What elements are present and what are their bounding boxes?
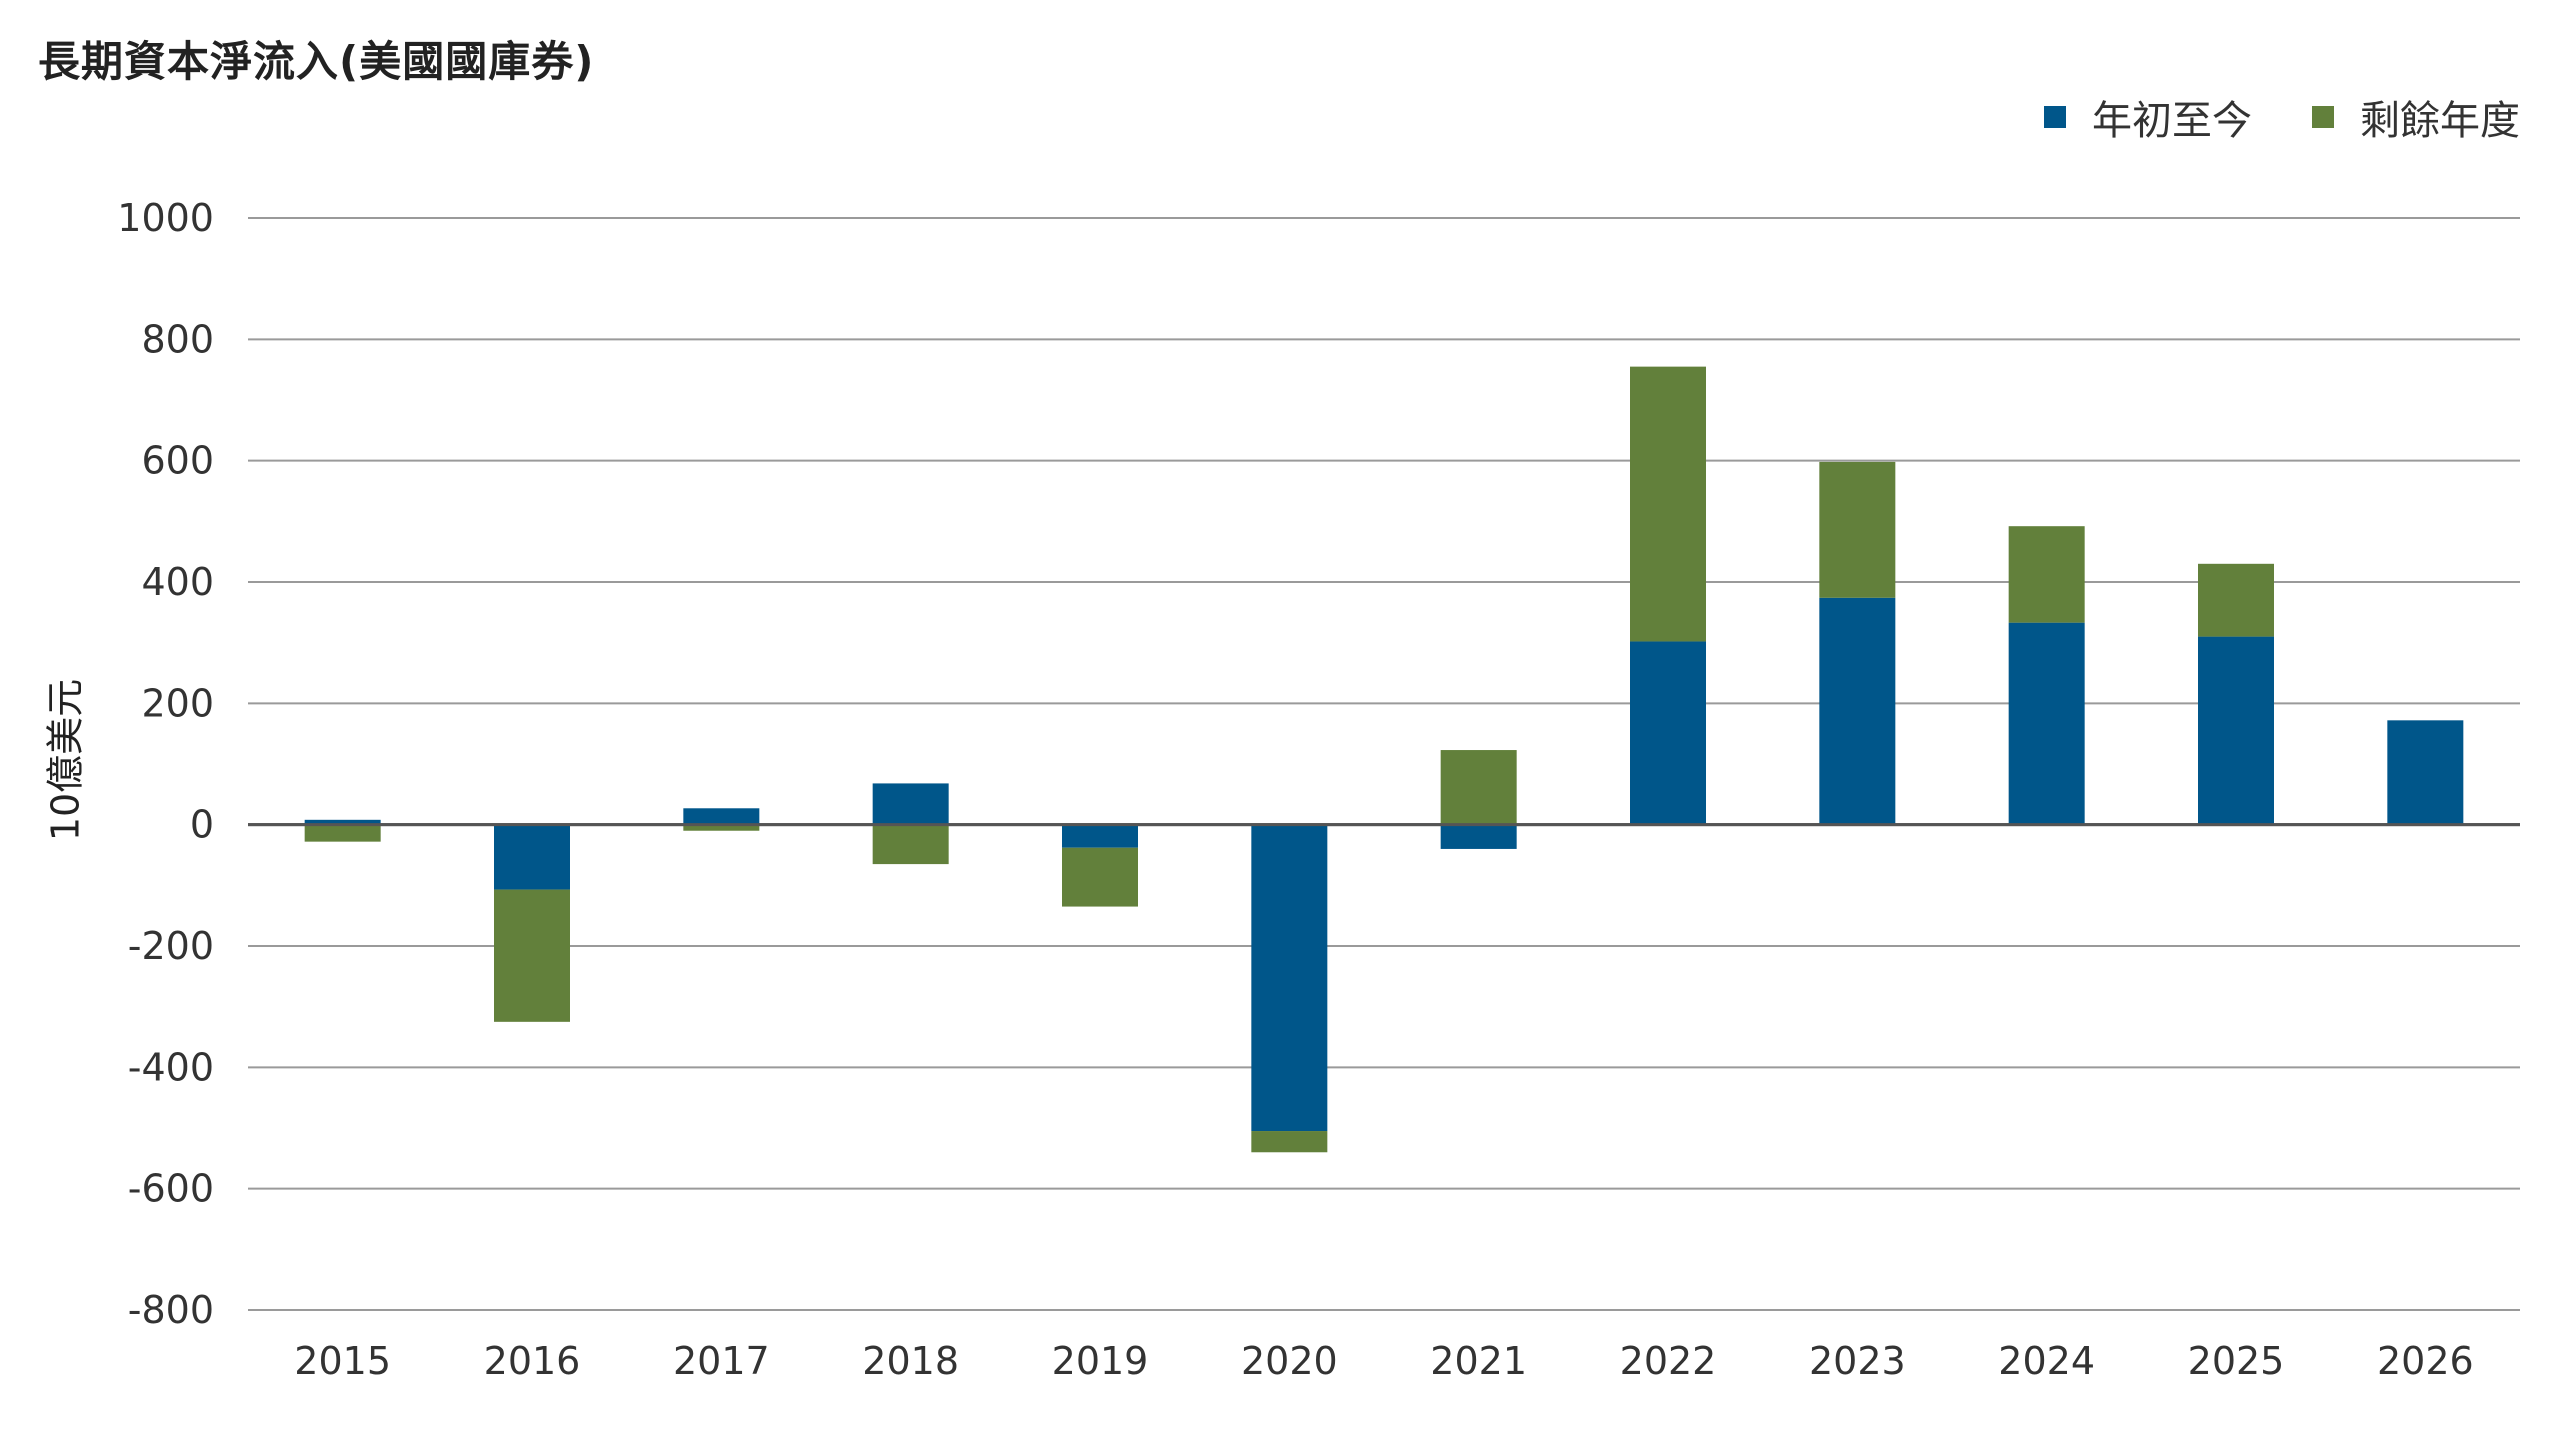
legend-label-rest-of-year: 剩餘年度 [2360, 98, 2520, 144]
y-tick-label: 1000 [117, 196, 214, 240]
x-tick-label: 2017 [673, 1339, 770, 1383]
bar-rest-of-year [1062, 847, 1138, 907]
x-tick-label: 2020 [1241, 1339, 1338, 1383]
legend-item-ytd: 年初至今 [2044, 88, 2252, 146]
bar-ytd [872, 783, 949, 825]
y-tick-label: 0 [190, 803, 214, 847]
bar-ytd [1062, 824, 1138, 848]
x-tick-label: 2015 [294, 1339, 391, 1383]
legend-swatch-rest-of-year [2312, 106, 2334, 128]
legend-item-rest-of-year: 剩餘年度 [2312, 88, 2520, 146]
x-tick-label: 2022 [1620, 1339, 1717, 1383]
bar-ytd [1440, 824, 1517, 849]
bar-rest-of-year [494, 889, 570, 1022]
chart-legend: 年初至今 剩餘年度 [2044, 88, 2520, 146]
legend-swatch-ytd [2044, 106, 2066, 128]
chart-title: 長期資本淨流入(美國國庫券) [38, 37, 595, 86]
bar-ytd [2008, 622, 2085, 825]
bar-ytd [2387, 720, 2464, 825]
bar-rest-of-year [304, 824, 381, 842]
bar-ytd [1251, 824, 1328, 1132]
bar-rest-of-year [1251, 1131, 1328, 1153]
bar-ytd [1630, 641, 1706, 825]
x-tick-label: 2019 [1052, 1339, 1149, 1383]
bar-rest-of-year [683, 824, 760, 831]
bar-ytd [1819, 597, 1896, 825]
x-tick-label: 2026 [2377, 1339, 2474, 1383]
y-tick-label: -600 [128, 1167, 214, 1211]
bar-ytd [304, 819, 381, 825]
bar-ytd [494, 824, 570, 890]
y-tick-label: 600 [141, 439, 214, 483]
y-tick-label: 400 [141, 560, 214, 604]
y-tick-label: 200 [141, 681, 214, 725]
bar-ytd [683, 808, 760, 825]
x-tick-label: 2025 [2188, 1339, 2285, 1383]
bar-rest-of-year [1440, 750, 1517, 825]
x-tick-label: 2021 [1430, 1339, 1527, 1383]
bar-ytd [2198, 636, 2274, 825]
y-tick-label: 800 [141, 317, 214, 361]
x-tick-label: 2016 [484, 1339, 581, 1383]
y-tick-label: -400 [128, 1045, 214, 1089]
bar-rest-of-year [2198, 563, 2274, 637]
x-tick-label: 2024 [1998, 1339, 2095, 1383]
bar-rest-of-year [872, 824, 949, 865]
x-tick-label: 2023 [1809, 1339, 1906, 1383]
bar-rest-of-year [1630, 366, 1706, 642]
y-tick-label: -200 [128, 924, 214, 968]
x-tick-label: 2018 [862, 1339, 959, 1383]
y-tick-label: -800 [128, 1288, 214, 1332]
bar-rest-of-year [1819, 461, 1896, 598]
bar-rest-of-year [2008, 526, 2085, 623]
legend-label-ytd: 年初至今 [2092, 98, 2252, 144]
